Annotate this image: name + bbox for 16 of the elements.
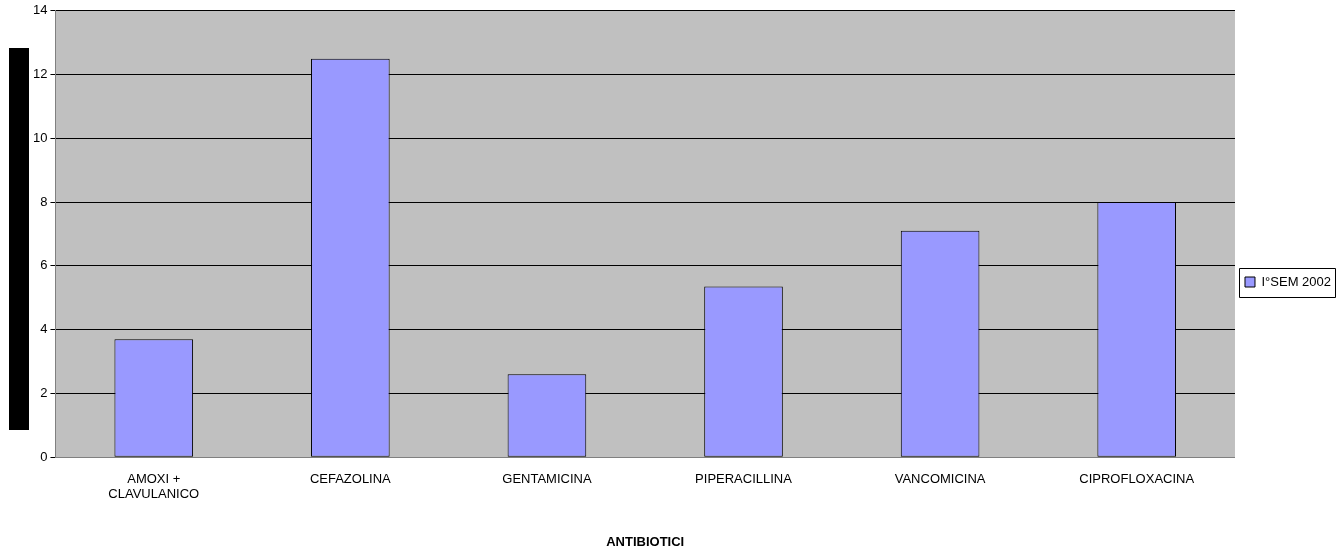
x-tick-label: CEFAZOLINA [309,470,392,486]
y-tick-label: 0 [40,448,48,464]
y-tick-label: 2 [40,385,48,401]
x-axis-title: ANTIBIOTICI [606,533,685,549]
x-tick-label: VANCOMICINA [894,470,986,486]
x-tick-label: GENTAMICINA [502,470,592,486]
legend-label: I°SEM 2002 [1261,273,1331,289]
x-tick-label: CIPROFLOXACINA [1079,470,1195,486]
x-tick-label: PIPERACILLINA [695,470,793,486]
y-tick-label: 12 [32,66,48,82]
y-tick-label: 4 [40,321,48,337]
y-tick-label: 6 [40,257,48,273]
y-tick-label: 14 [32,2,48,18]
y-tick-label: 8 [40,193,48,209]
y-tick-label: 10 [32,129,48,145]
x-tick-label: AMOXI + CLAVULANICO [108,470,200,502]
